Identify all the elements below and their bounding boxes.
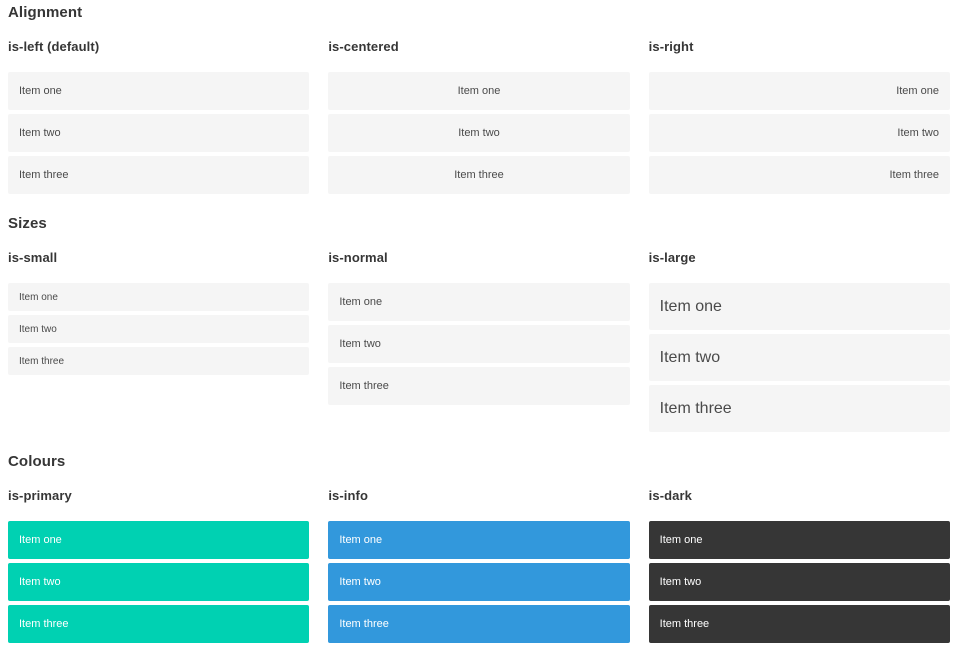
- list-item: Item two: [648, 334, 950, 381]
- list-item: Item one: [8, 72, 310, 110]
- list-item: Item two: [648, 114, 950, 152]
- list-item: Item one: [648, 521, 950, 559]
- list-item: Item three: [8, 605, 310, 643]
- variant-is-large: is-large Item one Item two Item three: [648, 250, 950, 432]
- variant-is-centered: is-centered Item one Item two Item three: [328, 39, 630, 194]
- variant-title: is-centered: [328, 39, 399, 54]
- variant-is-normal: is-normal Item one Item two Item three: [328, 250, 630, 432]
- list-item: Item three: [328, 367, 630, 405]
- list-item: Item two: [328, 563, 630, 601]
- variant-is-dark: is-dark Item one Item two Item three: [648, 488, 950, 643]
- section-title: Sizes: [8, 215, 47, 232]
- variant-title: is-right: [648, 39, 694, 54]
- variant-title: is-dark: [648, 488, 692, 503]
- list-item: Item three: [328, 605, 630, 643]
- list-item: Item one: [328, 283, 630, 321]
- variant-is-left: is-left (default) Item one Item two Item…: [8, 39, 310, 194]
- variant-title: is-left (default): [8, 39, 100, 54]
- variant-title: is-info: [328, 488, 369, 503]
- variant-title: is-large: [648, 250, 696, 265]
- section-title: Colours: [8, 453, 66, 470]
- list-left: Item one Item two Item three: [8, 72, 310, 194]
- list-item: Item two: [328, 114, 630, 152]
- list-item: Item three: [8, 347, 310, 375]
- section-alignment: Alignment is-left (default) Item one Ite…: [8, 4, 950, 194]
- variant-title: is-small: [8, 250, 58, 265]
- list-normal: Item one Item two Item three: [328, 283, 630, 405]
- list-right: Item one Item two Item three: [648, 72, 950, 194]
- list-item: Item three: [8, 156, 310, 194]
- list-item: Item three: [648, 156, 950, 194]
- list-info: Item one Item two Item three: [328, 521, 630, 643]
- variant-is-small: is-small Item one Item two Item three: [8, 250, 310, 432]
- list-item: Item two: [648, 563, 950, 601]
- sizes-grid: is-small Item one Item two Item three is…: [8, 250, 950, 432]
- variant-title: is-normal: [328, 250, 388, 265]
- list-small: Item one Item two Item three: [8, 283, 310, 375]
- list-item: Item one: [648, 72, 950, 110]
- list-item: Item two: [8, 315, 310, 343]
- list-item: Item three: [648, 385, 950, 432]
- list-item: Item two: [328, 325, 630, 363]
- variant-is-primary: is-primary Item one Item two Item three: [8, 488, 310, 643]
- list-large: Item one Item two Item three: [648, 283, 950, 432]
- list-item: Item one: [328, 72, 630, 110]
- list-item: Item one: [328, 521, 630, 559]
- variant-title: is-primary: [8, 488, 72, 503]
- list-dark: Item one Item two Item three: [648, 521, 950, 643]
- list-item: Item one: [8, 283, 310, 311]
- list-item: Item three: [328, 156, 630, 194]
- list-item: Item one: [648, 283, 950, 330]
- section-sizes: Sizes is-small Item one Item two Item th…: [8, 215, 950, 432]
- colours-grid: is-primary Item one Item two Item three …: [8, 488, 950, 643]
- list-item: Item two: [8, 114, 310, 152]
- list-item: Item one: [8, 521, 310, 559]
- list-centered: Item one Item two Item three: [328, 72, 630, 194]
- list-item: Item three: [648, 605, 950, 643]
- section-title: Alignment: [8, 4, 83, 21]
- variant-is-info: is-info Item one Item two Item three: [328, 488, 630, 643]
- alignment-grid: is-left (default) Item one Item two Item…: [8, 39, 950, 194]
- variant-is-right: is-right Item one Item two Item three: [648, 39, 950, 194]
- section-colours: Colours is-primary Item one Item two Ite…: [8, 453, 950, 643]
- list-item: Item two: [8, 563, 310, 601]
- list-primary: Item one Item two Item three: [8, 521, 310, 643]
